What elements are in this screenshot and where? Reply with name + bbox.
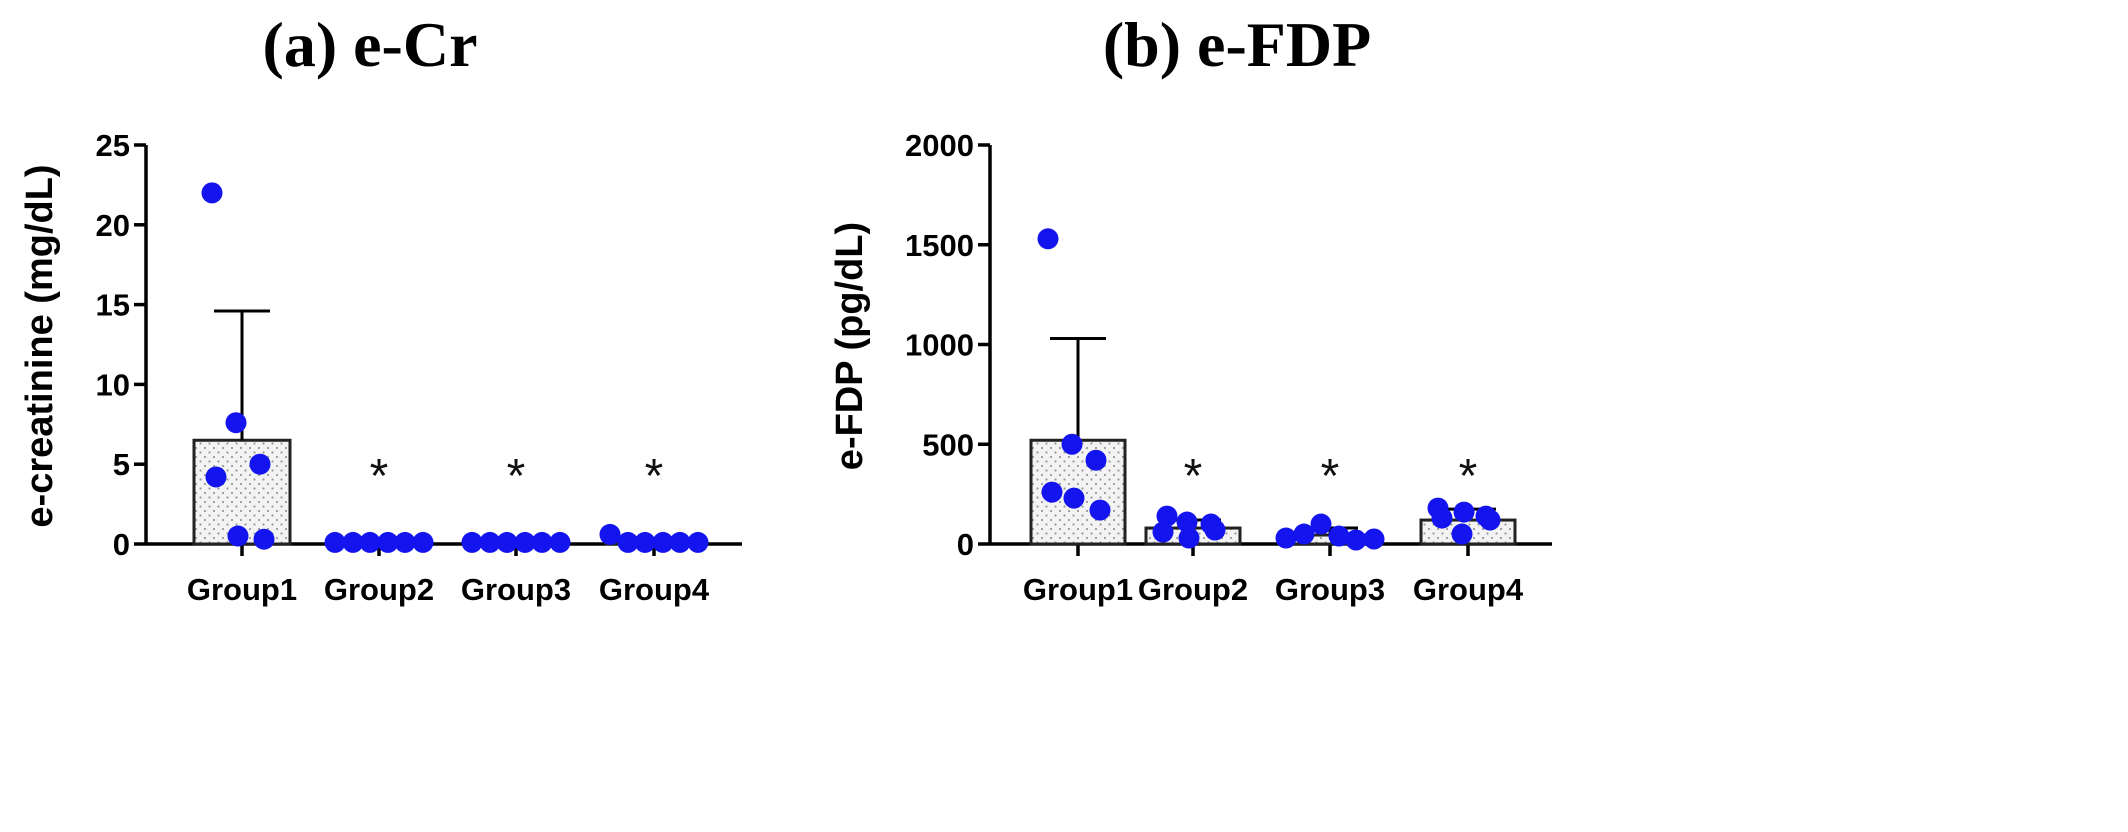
panel-b-data-point <box>1328 525 1350 547</box>
panel-a-data-point <box>205 466 227 488</box>
panel-a-data-point <box>634 531 656 553</box>
panel-b-data-point <box>1089 499 1111 521</box>
panel-b-significance-marker: * <box>1459 450 1478 503</box>
panel-a-data-point <box>253 528 275 550</box>
panel-b-data-point <box>1204 519 1226 541</box>
panel-b-data-point <box>1041 481 1063 503</box>
panel-a-data-point <box>549 531 571 553</box>
panel-b-chart: (b) e-FDP e-FDP (pg/dL) 0 500 1000 1500 2000… <box>829 9 1552 607</box>
panel-a-data-point <box>225 412 247 434</box>
panel-b-data-point <box>1479 509 1501 531</box>
panel-a-y-axis-title: e-creatinine (mg/dL) <box>19 164 61 527</box>
panel-a-data-point <box>687 531 709 553</box>
panel-b-y-tick-label: 1000 <box>905 328 974 363</box>
panel-a-title: (a) e-Cr <box>263 9 478 80</box>
panel-a-data-point <box>249 453 271 475</box>
panel-b-data-point <box>1156 505 1178 527</box>
panel-a-data-point <box>394 531 416 553</box>
panel-b-data-point <box>1345 529 1367 551</box>
panel-a-chart: (a) e-Cr e-creatinine (mg/dL) 0 5 10 15 20 25… <box>19 9 742 607</box>
panel-a-data-point <box>617 531 639 553</box>
panel-a-data-point <box>599 523 621 545</box>
panel-a-marks: 0 5 10 15 20 25 Group1 Group2 * Group3 * Group4 * <box>96 128 742 607</box>
panel-a-x-tick-label: Group4 <box>599 572 710 607</box>
panel-b-x-tick-label: Group4 <box>1413 572 1524 607</box>
panel-b-x-tick-label: Group1 <box>1023 572 1133 607</box>
panel-a-data-point <box>652 531 674 553</box>
panel-a-y-tick-label: 10 <box>96 367 130 402</box>
panel-a-data-point <box>514 531 536 553</box>
panel-b-data-point <box>1453 501 1475 523</box>
panel-a-data-point <box>479 531 501 553</box>
panel-a-data-point <box>377 531 399 553</box>
panel-a-data-point <box>324 531 346 553</box>
panel-b-data-point <box>1451 523 1473 545</box>
panel-a-data-point <box>201 182 223 204</box>
panel-b-marks: 0 500 1000 1500 2000 Group1 Group2 * Group3 * Grou… <box>905 128 1552 607</box>
panel-b-data-point <box>1085 449 1107 471</box>
panel-b-x-tick-label: Group2 <box>1138 572 1248 607</box>
panel-a-data-point <box>461 531 483 553</box>
panel-b-data-point <box>1037 228 1059 250</box>
panel-a-data-point <box>531 531 553 553</box>
panel-b-data-point <box>1176 511 1198 533</box>
panel-a-x-tick-label: Group1 <box>187 572 297 607</box>
panel-a-data-point <box>669 531 691 553</box>
panel-b-data-point <box>1152 521 1174 543</box>
panel-a-x-tick-label: Group3 <box>461 572 571 607</box>
panel-b-data-point <box>1431 507 1453 529</box>
panel-b-significance-marker: * <box>1184 450 1203 503</box>
panel-a-data-point <box>496 531 518 553</box>
panel-b-title: (b) e-FDP <box>1103 9 1371 80</box>
panel-b-y-tick-label: 0 <box>957 527 974 562</box>
panel-a-data-point <box>412 531 434 553</box>
panel-b-x-tick-label: Group3 <box>1275 572 1385 607</box>
panel-b-y-tick-label: 2000 <box>905 128 974 163</box>
panel-a-significance-marker: * <box>370 450 389 503</box>
panel-a-y-tick-label: 20 <box>96 208 130 243</box>
panel-a-significance-marker: * <box>645 450 664 503</box>
panel-a-x-tick-label: Group2 <box>324 572 434 607</box>
panel-a-y-tick-label: 15 <box>96 288 130 323</box>
panel-b-data-point <box>1363 528 1385 550</box>
panel-b-y-axis-title: e-FDP (pg/dL) <box>829 222 871 470</box>
panel-b-data-point <box>1293 523 1315 545</box>
panel-b-data-point <box>1275 527 1297 549</box>
panel-b-y-tick-label: 500 <box>922 427 974 462</box>
panel-a-y-tick-label: 25 <box>96 128 130 163</box>
panel-a-y-tick-label: 5 <box>113 447 130 482</box>
panel-a-data-point <box>342 531 364 553</box>
panel-a-significance-marker: * <box>507 450 526 503</box>
panel-b-data-point <box>1061 433 1083 455</box>
panel-a-data-point <box>227 525 249 547</box>
panel-b-y-tick-label: 1500 <box>905 228 974 263</box>
panel-b-data-point <box>1063 487 1085 509</box>
panel-b-data-point <box>1178 527 1200 549</box>
panel-b-data-point <box>1310 513 1332 535</box>
panel-a-data-point <box>359 531 381 553</box>
panel-b-significance-marker: * <box>1321 450 1340 503</box>
panel-a-y-tick-label: 0 <box>113 527 130 562</box>
